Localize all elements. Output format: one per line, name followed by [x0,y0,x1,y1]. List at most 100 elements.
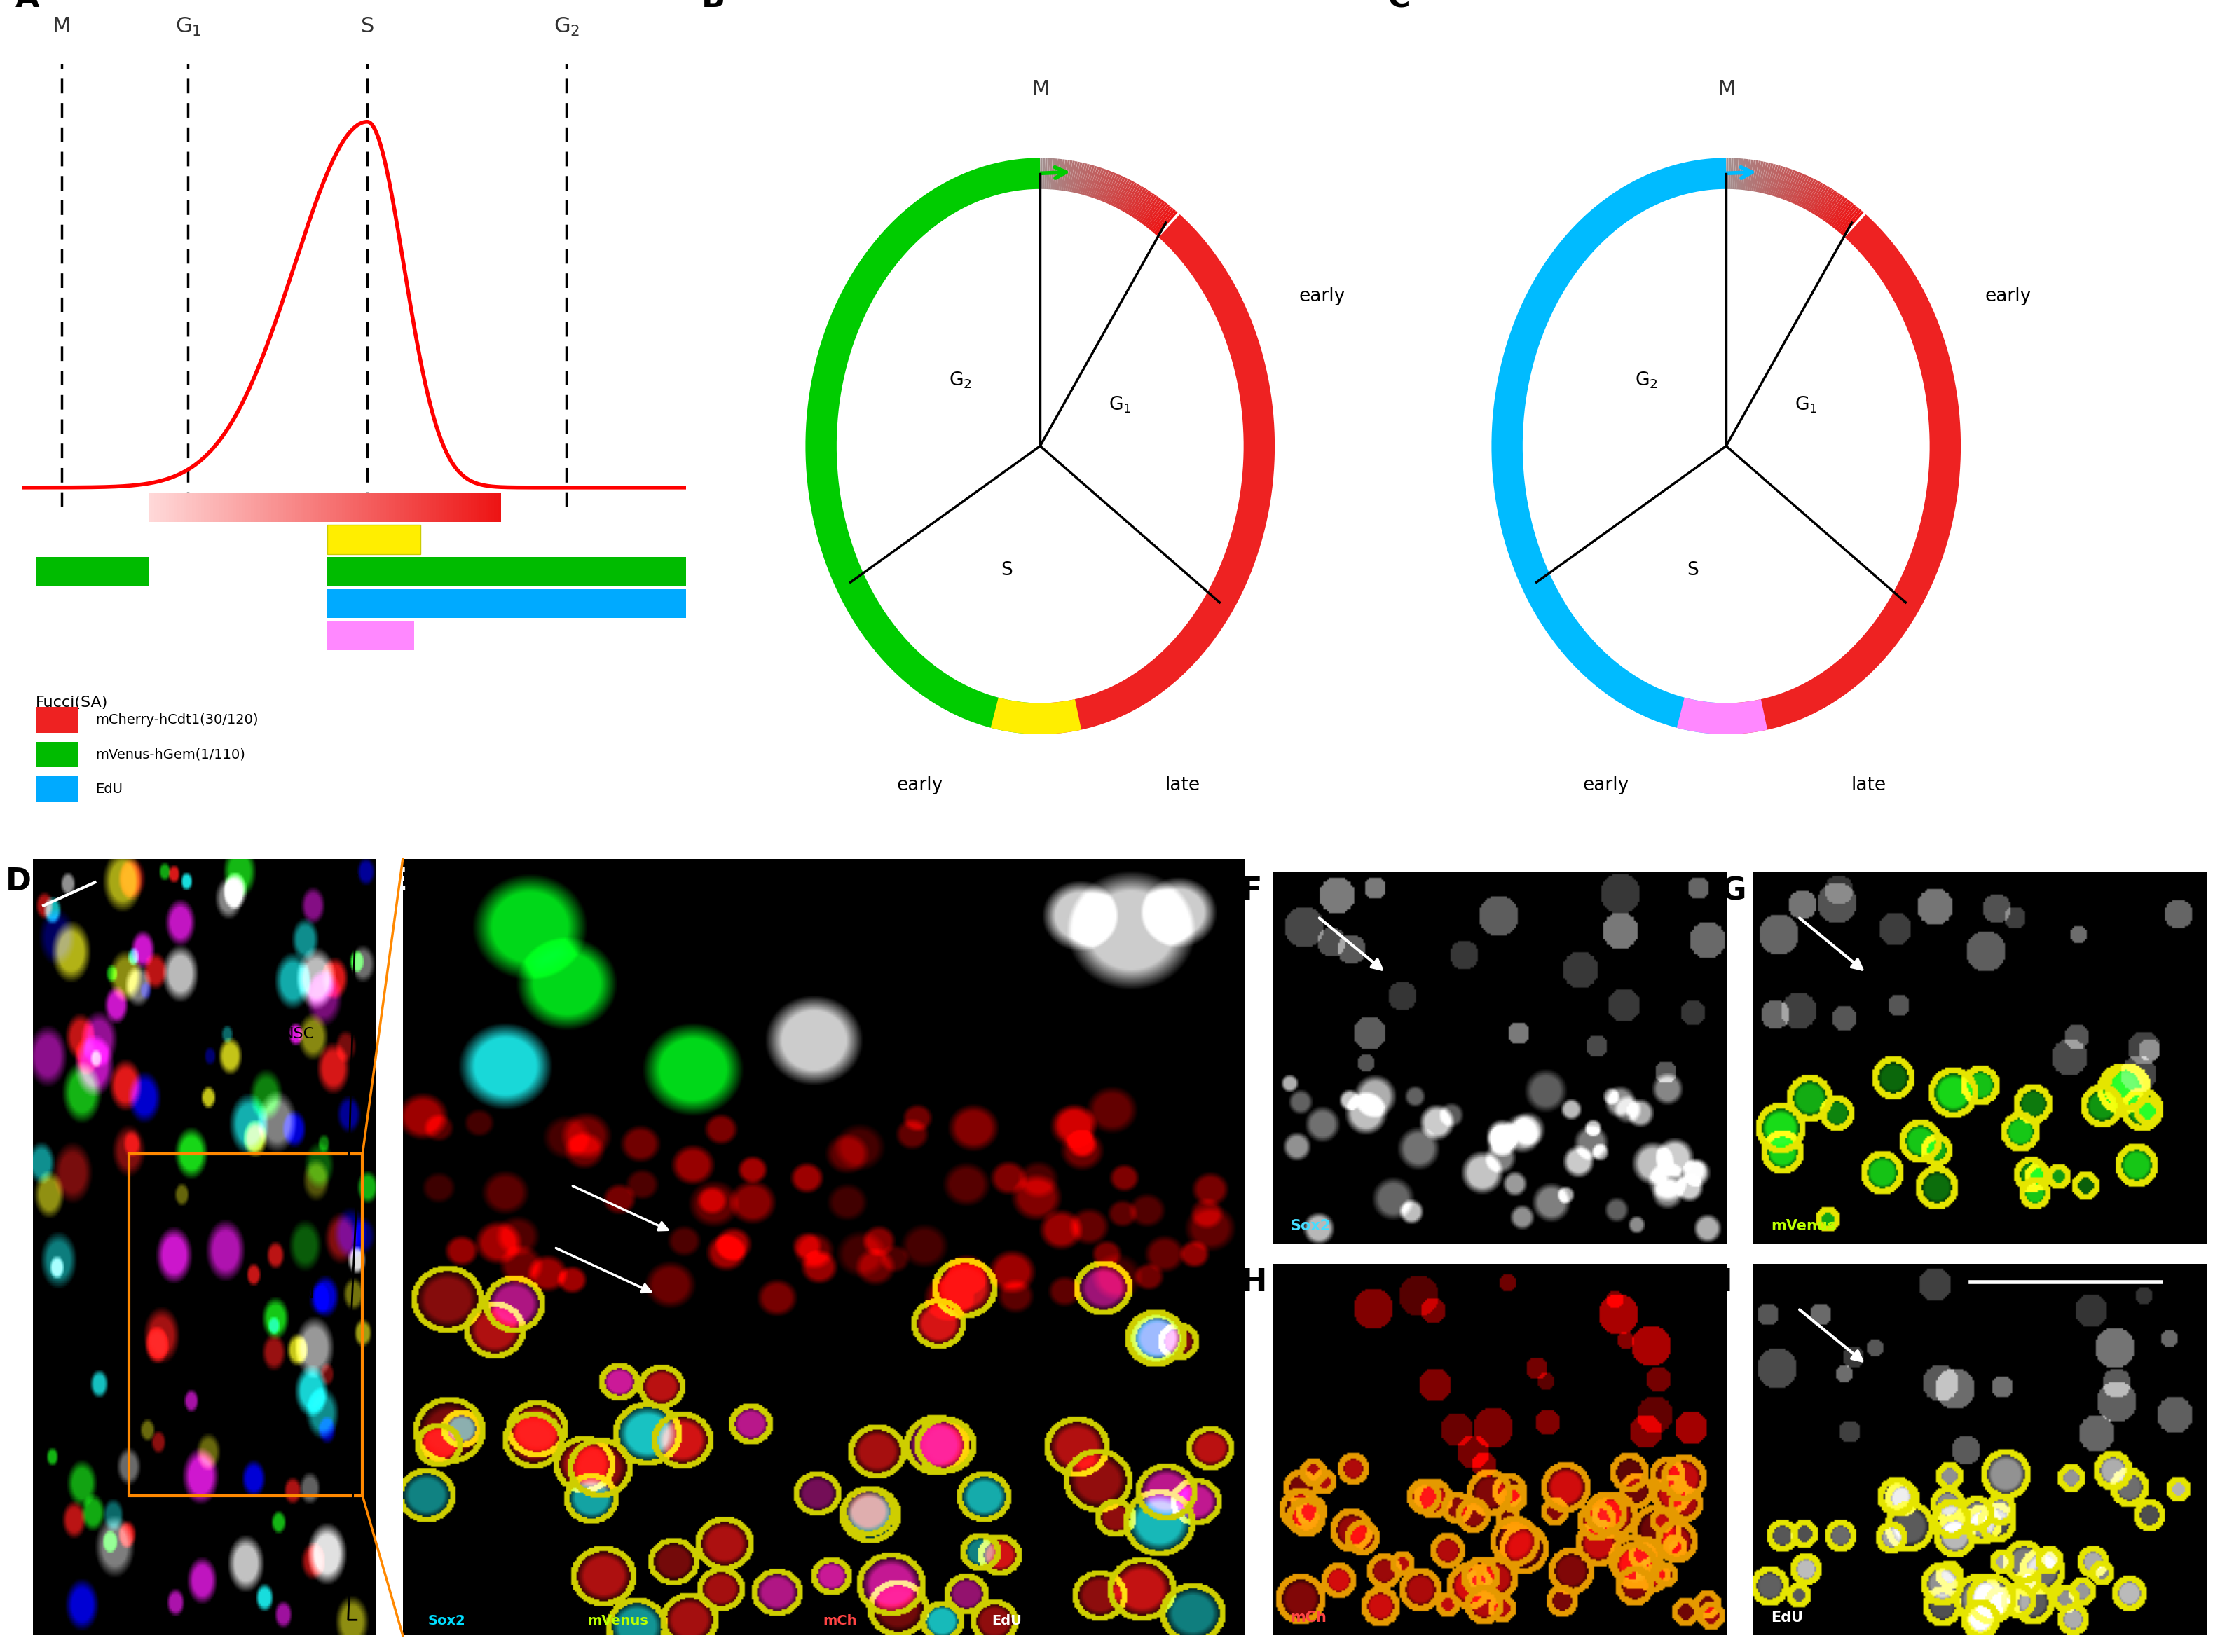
Bar [35,776,80,801]
Text: mCherry-hCdt1(30/120): mCherry-hCdt1(30/120) [95,714,259,727]
Bar [193,492,197,522]
Text: I: I [1722,1267,1733,1297]
Text: EdU: EdU [95,783,122,796]
Bar [283,492,288,522]
Bar [128,1155,363,1495]
Bar [347,492,352,522]
Bar [328,492,330,522]
Bar [150,492,155,522]
Bar [350,492,354,522]
Bar [166,492,170,522]
Text: early: early [1299,287,1346,306]
Bar [341,492,345,522]
Bar [321,492,325,522]
Bar [277,492,281,522]
Bar [328,588,686,618]
Bar [383,492,387,522]
Bar [201,492,204,522]
Bar [148,492,153,522]
Text: early: early [1985,287,2032,306]
Bar [443,492,445,522]
Bar [332,492,336,522]
Bar [186,492,190,522]
Bar [482,492,487,522]
Bar [465,492,469,522]
Bar [381,492,383,522]
Bar [254,492,257,522]
Text: F: F [1241,876,1261,905]
Bar [385,492,389,522]
Text: IPC: IPC [290,1505,314,1518]
Bar [241,492,246,522]
Text: G$_1$: G$_1$ [175,17,201,38]
Bar [224,492,228,522]
Text: mCh: mCh [823,1614,856,1627]
Text: A: A [15,0,40,13]
Bar [206,492,210,522]
Text: mCh: mCh [1290,1611,1328,1624]
Bar [199,492,201,522]
Bar [155,492,157,522]
Bar [173,492,175,522]
Bar [308,492,310,522]
Bar [164,492,166,522]
Bar [389,492,392,522]
Bar [263,492,266,522]
Bar [489,492,491,522]
Bar [359,492,363,522]
Bar [485,492,489,522]
Text: S: S [1000,560,1014,580]
Text: G$_1$: G$_1$ [1795,395,1817,415]
Bar [474,492,478,522]
Bar [467,492,471,522]
Bar [246,492,248,522]
Bar [312,492,316,522]
Bar [409,492,414,522]
Bar [215,492,219,522]
Bar [416,492,418,522]
Text: late: late [1850,776,1885,795]
Text: G: G [1722,876,1746,905]
Bar [210,492,212,522]
Bar [299,492,301,522]
Bar [301,492,305,522]
Bar [454,492,456,522]
Bar [418,492,423,522]
Bar [237,492,239,522]
Bar [420,492,425,522]
Bar [159,492,164,522]
Bar [365,492,370,522]
Bar [35,742,80,768]
Bar [323,492,328,522]
Text: G$_2$: G$_2$ [949,370,972,390]
Bar [239,492,243,522]
Bar [491,492,496,522]
Bar [181,492,184,522]
Bar [285,492,290,522]
Bar [310,492,314,522]
Bar [412,492,416,522]
Bar [221,492,226,522]
Text: late: late [1164,776,1199,795]
Bar [190,492,193,522]
Text: early: early [896,776,943,795]
Text: S: S [361,17,374,36]
Bar [425,492,427,522]
Text: G$_2$: G$_2$ [553,17,580,38]
Bar [427,492,432,522]
Bar [392,492,396,522]
Text: C: C [1388,0,1410,13]
Text: NSC: NSC [281,1028,314,1041]
Text: Sox2: Sox2 [1290,1219,1330,1232]
Bar [363,492,365,522]
Bar [274,492,279,522]
Bar [257,492,261,522]
Bar [281,492,283,522]
Bar [354,492,356,522]
Text: H: H [1241,1267,1266,1297]
Bar [328,621,414,651]
Text: D: D [7,867,31,897]
Bar [407,492,409,522]
Bar [316,492,319,522]
Bar [456,492,460,522]
